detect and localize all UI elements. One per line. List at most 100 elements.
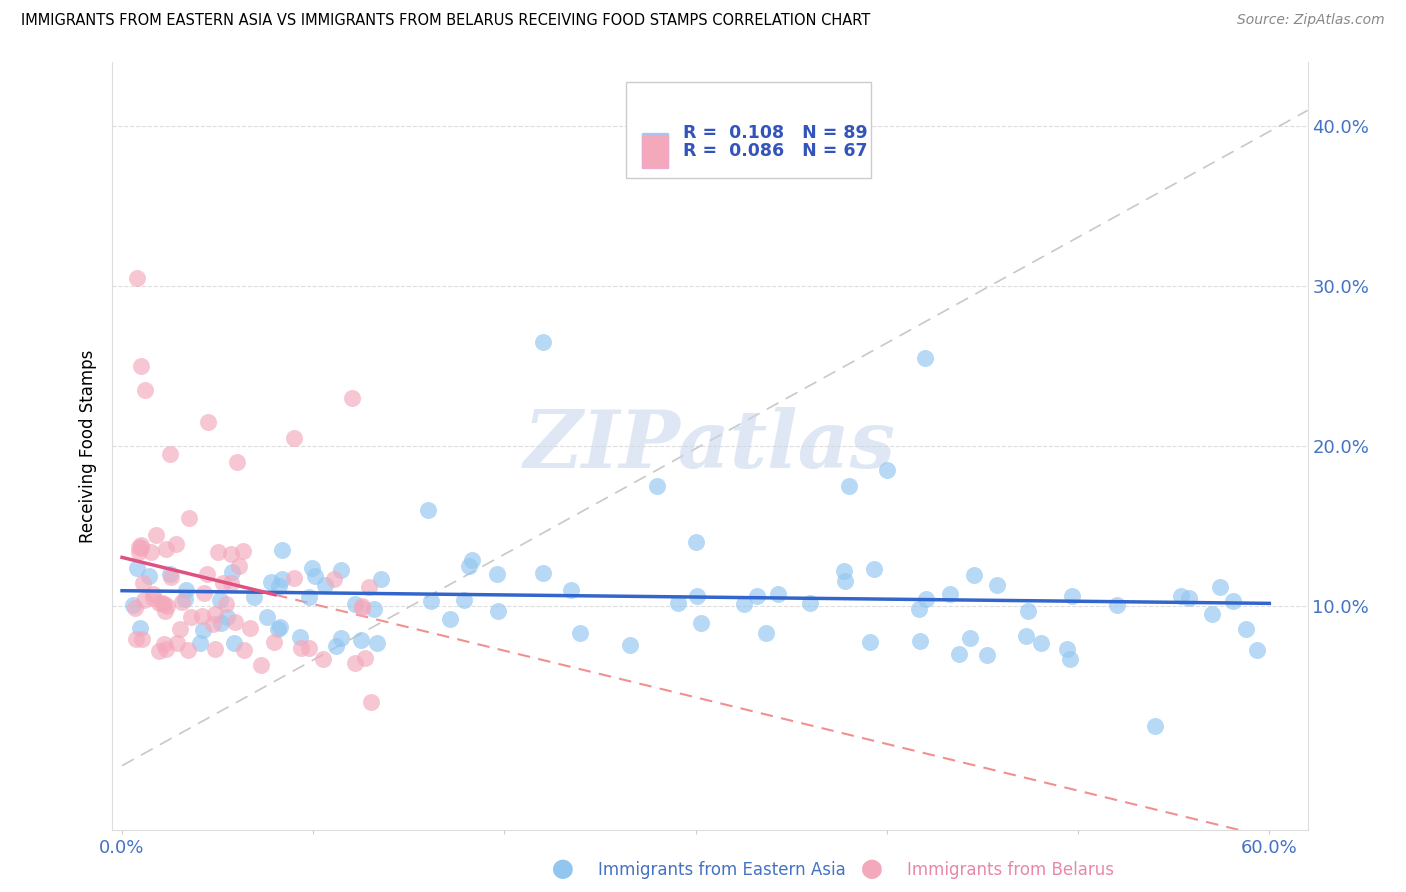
Point (976, 648, 998, 662)
Point (193, 623, 215, 637)
Point (150, 596, 173, 610)
Point (363, 601, 385, 615)
Point (172, 595, 194, 609)
Point (128, 540, 150, 554)
Text: R =  0.086   N = 67: R = 0.086 N = 67 (682, 143, 868, 161)
Point (159, 569, 181, 583)
Point (1208, 580, 1230, 594)
Point (1059, 652, 1081, 666)
Point (460, 553, 482, 567)
Point (267, 623, 290, 637)
Point (127, 271, 149, 285)
Point (269, 579, 291, 593)
Point (531, 335, 554, 350)
Point (304, 568, 326, 582)
Text: IMMIGRANTS FROM EASTERN ASIA VS IMMIGRANTS FROM BELARUS RECEIVING FOOD STAMPS CO: IMMIGRANTS FROM EASTERN ASIA VS IMMIGRAN… (21, 13, 870, 29)
Point (129, 538, 152, 552)
Point (191, 608, 214, 623)
Point (1177, 591, 1199, 606)
Point (360, 695, 382, 709)
Point (1056, 642, 1078, 657)
Point (228, 558, 250, 573)
Point (568, 626, 591, 640)
Point (215, 610, 238, 624)
FancyBboxPatch shape (643, 136, 668, 168)
Point (1246, 643, 1268, 657)
Point (733, 597, 755, 611)
Point (233, 643, 256, 657)
Point (124, 632, 146, 646)
Point (121, 599, 143, 613)
FancyBboxPatch shape (643, 134, 668, 166)
Point (249, 657, 271, 672)
Point (239, 620, 262, 634)
Point (745, 590, 768, 604)
Point (180, 609, 202, 624)
Point (224, 636, 246, 650)
Point (142, 587, 165, 601)
Point (910, 634, 932, 648)
Point (301, 561, 323, 575)
Point (209, 615, 232, 630)
Point (177, 643, 200, 657)
Text: Immigrants from Belarus: Immigrants from Belarus (907, 861, 1114, 879)
Point (129, 541, 152, 556)
Point (560, 582, 582, 597)
Point (322, 572, 344, 586)
Point (128, 545, 150, 559)
Point (219, 547, 242, 561)
Point (298, 640, 321, 655)
Point (209, 593, 232, 607)
Point (212, 575, 235, 590)
Point (370, 572, 392, 586)
Point (165, 537, 187, 551)
Point (1222, 594, 1244, 608)
Point (1062, 590, 1084, 604)
Point (166, 636, 188, 650)
Point (531, 566, 554, 580)
Point (263, 634, 285, 648)
Point (863, 562, 886, 576)
Point (204, 607, 226, 622)
Point (439, 612, 461, 626)
Point (1031, 636, 1053, 650)
Point (1017, 604, 1039, 618)
Point (134, 383, 156, 397)
Point (838, 479, 860, 493)
Point (193, 586, 215, 600)
Point (215, 597, 238, 611)
Point (1015, 629, 1038, 643)
Point (768, 587, 790, 601)
Point (204, 641, 226, 656)
Point (352, 601, 374, 615)
Point (340, 391, 363, 405)
Point (685, 534, 707, 549)
Point (329, 631, 352, 645)
Point (129, 359, 152, 373)
Text: Immigrants from Eastern Asia: Immigrants from Eastern Asia (598, 861, 845, 879)
Point (457, 558, 479, 573)
Point (153, 604, 176, 618)
Point (366, 635, 388, 649)
Point (197, 415, 219, 429)
Point (962, 568, 984, 582)
Point (1201, 607, 1223, 621)
Point (325, 639, 347, 653)
Point (312, 652, 335, 666)
Point (159, 566, 181, 581)
Point (207, 545, 229, 559)
Point (153, 597, 176, 611)
Point (269, 620, 291, 634)
Point (876, 463, 898, 477)
Point (145, 528, 167, 542)
Point (297, 591, 319, 605)
Point (139, 545, 162, 559)
Point (148, 597, 170, 611)
Point (155, 641, 177, 656)
Point (169, 622, 191, 636)
Point (271, 543, 294, 558)
Point (859, 635, 882, 649)
Point (686, 589, 709, 603)
Point (420, 594, 443, 608)
Point (225, 455, 247, 469)
